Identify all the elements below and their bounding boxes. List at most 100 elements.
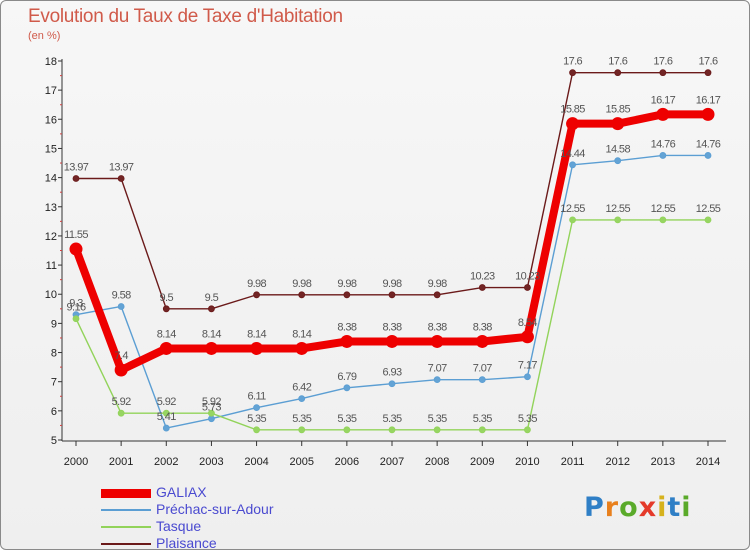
x-tick-label: 2007 bbox=[380, 456, 404, 468]
data-point-prechac-sur-adour bbox=[343, 384, 351, 392]
data-point-tasque bbox=[162, 409, 170, 417]
y-tick-label: 7 bbox=[51, 377, 57, 389]
logo-letter: i bbox=[657, 492, 668, 523]
data-label-prechac-sur-adour: 6.79 bbox=[337, 371, 356, 383]
data-point-galiax bbox=[295, 341, 309, 355]
data-label-plaisance: 9.98 bbox=[337, 278, 356, 290]
data-label-prechac-sur-adour: 6.11 bbox=[247, 391, 266, 403]
data-label-plaisance: 9.5 bbox=[205, 292, 219, 304]
x-tick-label: 2009 bbox=[470, 456, 494, 468]
data-label-plaisance: 9.98 bbox=[292, 278, 311, 290]
y-tick-label: 14 bbox=[45, 173, 57, 185]
data-point-galiax bbox=[430, 334, 444, 348]
data-label-plaisance: 17.6 bbox=[563, 56, 582, 68]
data-label-tasque: 12.55 bbox=[696, 203, 721, 215]
series-prechac-sur-adour bbox=[72, 152, 712, 432]
data-point-tasque bbox=[524, 426, 531, 434]
logo-letter: P bbox=[584, 492, 605, 523]
data-label-prechac-sur-adour: 14.76 bbox=[651, 138, 676, 150]
data-point-tasque bbox=[704, 216, 712, 224]
data-label-tasque: 5.35 bbox=[518, 413, 537, 425]
data-label-galiax: 8.54 bbox=[518, 317, 537, 329]
data-point-galiax bbox=[656, 107, 670, 121]
data-point-prechac-sur-adour bbox=[614, 157, 622, 165]
chart-title: Evolution du Taux de Taxe d'Habitation bbox=[28, 6, 343, 27]
data-label-plaisance: 10.23 bbox=[470, 271, 495, 283]
y-tick-label: 5 bbox=[51, 435, 57, 447]
data-label-galiax: 16.17 bbox=[651, 94, 676, 106]
data-point-plaisance bbox=[524, 284, 531, 291]
data-label-prechac-sur-adour: 5.41 bbox=[157, 411, 176, 423]
x-tick-label: 2006 bbox=[335, 456, 359, 468]
x-tick-label: 2002 bbox=[154, 456, 178, 468]
data-point-plaisance bbox=[478, 284, 486, 291]
data-label-prechac-sur-adour: 14.44 bbox=[560, 148, 585, 160]
data-point-plaisance bbox=[117, 175, 125, 182]
data-point-tasque bbox=[343, 426, 351, 434]
x-tick-label: 2012 bbox=[605, 456, 629, 468]
legend-swatch bbox=[101, 489, 151, 498]
data-label-plaisance: 10.23 bbox=[515, 271, 540, 283]
chart-series bbox=[69, 69, 715, 434]
data-point-tasque bbox=[208, 409, 215, 417]
data-label-plaisance: 9.5 bbox=[160, 292, 174, 304]
data-point-prechac-sur-adour bbox=[208, 415, 215, 423]
data-point-prechac-sur-adour bbox=[433, 376, 441, 384]
data-label-tasque: 5.35 bbox=[428, 413, 447, 425]
data-point-prechac-sur-adour bbox=[162, 424, 170, 432]
data-label-galiax: 8.38 bbox=[337, 321, 356, 333]
data-point-plaisance bbox=[614, 69, 622, 77]
data-point-galiax bbox=[250, 341, 264, 355]
x-tick-label: 2005 bbox=[289, 456, 313, 468]
data-label-tasque: 5.35 bbox=[382, 413, 401, 425]
data-label-galiax: 16.17 bbox=[696, 94, 721, 106]
series-plaisance bbox=[72, 69, 712, 313]
data-label-tasque: 5.92 bbox=[157, 396, 176, 408]
legend-swatch bbox=[101, 543, 151, 545]
data-label-galiax: 11.55 bbox=[64, 229, 88, 241]
data-label-tasque: 5.35 bbox=[337, 413, 356, 425]
data-point-plaisance bbox=[569, 69, 576, 77]
logo-letter: o bbox=[619, 492, 639, 523]
data-label-prechac-sur-adour: 6.93 bbox=[382, 367, 401, 379]
x-tick-label: 2011 bbox=[561, 456, 585, 468]
data-label-tasque: 5.35 bbox=[473, 413, 492, 425]
data-point-plaisance bbox=[253, 291, 260, 299]
y-tick-label: 17 bbox=[45, 85, 57, 97]
data-label-galiax: 8.14 bbox=[247, 328, 266, 340]
data-point-prechac-sur-adour bbox=[117, 303, 125, 310]
data-point-galiax bbox=[204, 341, 218, 355]
data-point-plaisance bbox=[208, 305, 215, 313]
data-label-plaisance: 9.98 bbox=[247, 278, 266, 290]
y-tick-label: 10 bbox=[45, 289, 57, 301]
data-label-galiax: 8.38 bbox=[382, 321, 401, 333]
data-point-prechac-sur-adour bbox=[569, 161, 576, 169]
chart-subtitle: (en %) bbox=[28, 30, 61, 42]
data-point-plaisance bbox=[704, 69, 712, 77]
legend-swatch bbox=[101, 509, 151, 511]
data-label-galiax: 15.85 bbox=[605, 104, 630, 116]
data-point-plaisance bbox=[298, 291, 306, 299]
data-point-tasque bbox=[388, 426, 396, 434]
data-label-plaisance: 17.6 bbox=[653, 56, 672, 68]
legend-label: Tasque bbox=[156, 518, 202, 534]
y-tick-label: 12 bbox=[45, 231, 57, 243]
y-tick-label: 11 bbox=[46, 260, 57, 272]
logo-letter: i bbox=[681, 492, 692, 523]
x-tick-label: 2010 bbox=[515, 456, 539, 468]
data-point-plaisance bbox=[72, 175, 80, 182]
legend-label: GALIAX bbox=[156, 484, 207, 500]
data-label-plaisance: 9.98 bbox=[428, 278, 447, 290]
data-point-plaisance bbox=[433, 291, 441, 299]
data-label-galiax: 8.14 bbox=[157, 328, 176, 340]
data-label-tasque: 12.55 bbox=[560, 203, 585, 215]
y-tick-label: 6 bbox=[51, 406, 57, 418]
data-label-prechac-sur-adour: 7.17 bbox=[518, 360, 537, 372]
data-label-prechac-sur-adour: 7.07 bbox=[473, 363, 492, 375]
y-tick-label: 8 bbox=[51, 348, 57, 360]
data-point-galiax bbox=[520, 330, 534, 344]
x-tick-label: 2014 bbox=[696, 456, 720, 468]
data-label-plaisance: 17.6 bbox=[608, 56, 627, 68]
legend-label: Préchac-sur-Adour bbox=[156, 501, 274, 517]
